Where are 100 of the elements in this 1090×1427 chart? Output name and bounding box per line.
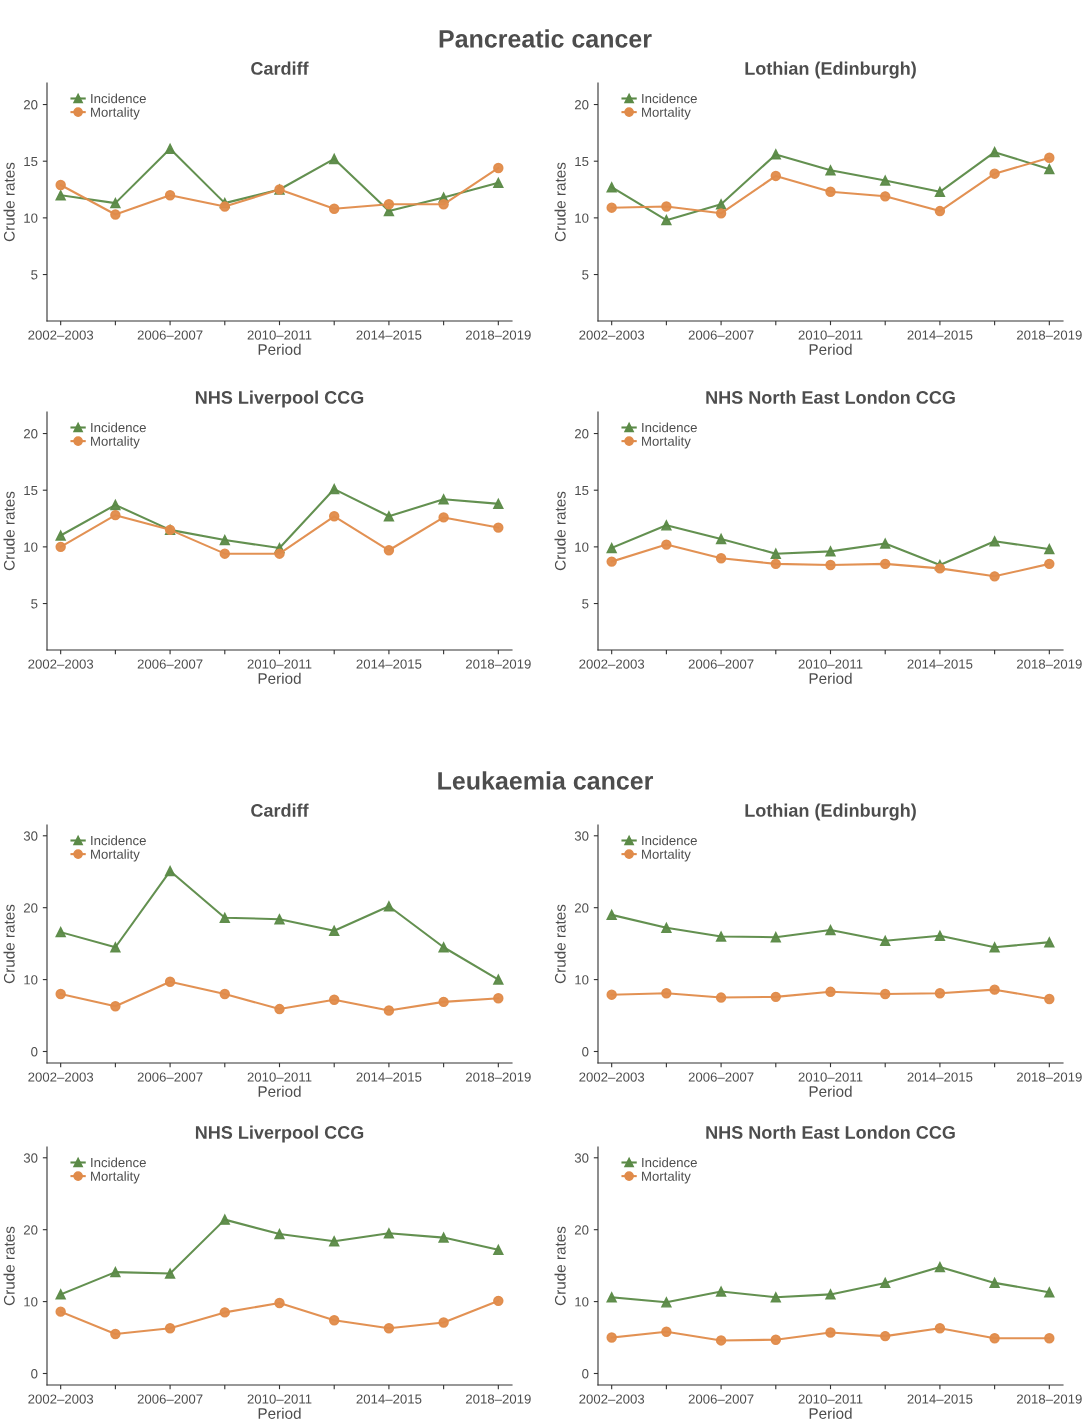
- y-tick-label: 10: [24, 213, 38, 223]
- y-tick-label: 30: [574, 1153, 589, 1163]
- legend-label: Mortality: [642, 849, 691, 862]
- x-tick-label: 2002–2003: [579, 1072, 645, 1082]
- x-axis-title: Period: [809, 672, 852, 684]
- x-tick-label: 2014–2015: [907, 659, 973, 669]
- x-tick-label: 2002–2003: [579, 659, 645, 669]
- y-tick-label: 20: [574, 100, 589, 110]
- y-tick-label: 15: [575, 156, 589, 167]
- x-tick-label: 2010–2011: [798, 659, 863, 669]
- legend-label: Mortality: [91, 1171, 140, 1184]
- y-tick-label: 5: [582, 270, 589, 280]
- x-tick-label: 2010–2011: [247, 330, 312, 340]
- x-axis-title: Period: [258, 343, 301, 355]
- x-tick-label: 2018–2019: [465, 1394, 531, 1404]
- y-tick-label: 10: [24, 542, 38, 552]
- y-tick-label: 20: [23, 100, 38, 110]
- chart-title: Cardiff: [251, 803, 309, 817]
- legend-label: Incidence: [642, 93, 697, 104]
- x-tick-label: 2010–2011: [798, 330, 863, 340]
- y-tick-label: 5: [31, 599, 38, 609]
- legend-label: Incidence: [642, 1157, 697, 1168]
- x-tick-label: 2018–2019: [465, 659, 531, 669]
- x-tick-label: 2010–2011: [798, 1394, 863, 1404]
- y-tick-label: 10: [575, 1297, 589, 1307]
- x-tick-label: 2010–2011: [247, 1394, 312, 1404]
- x-tick-label: 2002–2003: [579, 1394, 645, 1404]
- y-axis-title: Crude rates: [554, 162, 566, 242]
- legend-label: Mortality: [642, 436, 691, 449]
- x-tick-label: 2010–2011: [798, 1072, 863, 1082]
- chart-title: Lothian (Edinburgh): [745, 803, 916, 821]
- x-tick-label: 2010–2011: [247, 659, 312, 669]
- y-tick-label: 15: [24, 156, 38, 167]
- y-tick-label: 20: [574, 429, 589, 439]
- x-tick-label: 2014–2015: [356, 659, 422, 669]
- y-tick-label: 15: [24, 485, 38, 496]
- y-axis-title: Crude rates: [554, 1226, 566, 1306]
- chart-title: NHS North East London CCG: [706, 390, 955, 404]
- y-tick-label: 5: [31, 270, 38, 280]
- chart-title: Lothian (Edinburgh): [745, 61, 916, 79]
- x-axis-title: Period: [258, 672, 301, 684]
- chart-title: Cardiff: [251, 61, 309, 75]
- x-axis-title: Period: [258, 1407, 301, 1419]
- legend-label: Incidence: [91, 1157, 146, 1168]
- y-tick-label: 10: [24, 975, 38, 985]
- x-tick-label: 2018–2019: [465, 330, 531, 340]
- legend-label: Incidence: [642, 422, 697, 433]
- x-axis-title: Period: [809, 343, 852, 355]
- x-tick-label: 2006–2007: [688, 659, 754, 669]
- x-axis-title: Period: [258, 1085, 301, 1097]
- legend-label: Mortality: [91, 107, 140, 120]
- legend-label: Incidence: [642, 835, 697, 846]
- y-tick-label: 10: [575, 542, 589, 552]
- x-tick-label: 2014–2015: [907, 1072, 973, 1082]
- chart-title: NHS Liverpool CCG: [195, 1125, 364, 1143]
- x-tick-label: 2002–2003: [28, 330, 94, 340]
- chart-title: NHS Liverpool CCG: [195, 390, 364, 408]
- y-tick-label: 0: [582, 1047, 589, 1057]
- y-tick-label: 20: [23, 429, 38, 439]
- y-tick-label: 30: [23, 831, 38, 841]
- x-tick-label: 2018–2019: [1016, 1072, 1082, 1082]
- x-tick-label: 2014–2015: [907, 1394, 973, 1404]
- legend-label: Mortality: [91, 849, 140, 862]
- x-tick-label: 2006–2007: [688, 1394, 754, 1404]
- x-axis-title: Period: [809, 1085, 852, 1097]
- x-axis-title: Period: [809, 1407, 852, 1419]
- x-tick-label: 2006–2007: [688, 330, 754, 340]
- y-tick-label: 30: [574, 831, 589, 841]
- x-tick-label: 2018–2019: [465, 1072, 531, 1082]
- x-tick-label: 2014–2015: [907, 330, 973, 340]
- x-tick-label: 2006–2007: [688, 1072, 754, 1082]
- legend-label: Mortality: [642, 1171, 691, 1184]
- y-tick-label: 20: [23, 903, 38, 913]
- y-tick-label: 10: [575, 213, 589, 223]
- y-axis-title: Crude rates: [3, 491, 15, 571]
- y-tick-label: 0: [31, 1369, 38, 1379]
- y-axis-title: Crude rates: [3, 904, 15, 984]
- x-tick-label: 2018–2019: [1016, 659, 1082, 669]
- x-tick-label: 2014–2015: [356, 1072, 422, 1082]
- y-axis-title: Crude rates: [554, 904, 566, 984]
- x-tick-label: 2018–2019: [1016, 1394, 1082, 1404]
- x-tick-label: 2018–2019: [1016, 330, 1082, 340]
- text: Pancreatic cancer: [439, 29, 652, 48]
- y-axis-title: Crude rates: [3, 1226, 15, 1306]
- y-tick-label: 10: [24, 1297, 38, 1307]
- x-tick-label: 2006–2007: [137, 330, 203, 340]
- x-tick-label: 2002–2003: [28, 1072, 94, 1082]
- y-tick-label: 20: [23, 1225, 38, 1235]
- x-tick-label: 2006–2007: [137, 1394, 203, 1404]
- chart-title: NHS North East London CCG: [706, 1125, 955, 1139]
- x-tick-label: 2002–2003: [28, 659, 94, 669]
- legend-label: Incidence: [91, 835, 146, 846]
- y-tick-label: 5: [582, 599, 589, 609]
- y-tick-label: 20: [574, 1225, 589, 1235]
- y-tick-label: 20: [574, 903, 589, 913]
- y-tick-label: 0: [31, 1047, 38, 1057]
- legend-label: Incidence: [91, 422, 146, 433]
- x-tick-label: 2010–2011: [247, 1072, 312, 1082]
- x-tick-label: 2002–2003: [28, 1394, 94, 1404]
- y-axis-title: Crude rates: [3, 162, 15, 242]
